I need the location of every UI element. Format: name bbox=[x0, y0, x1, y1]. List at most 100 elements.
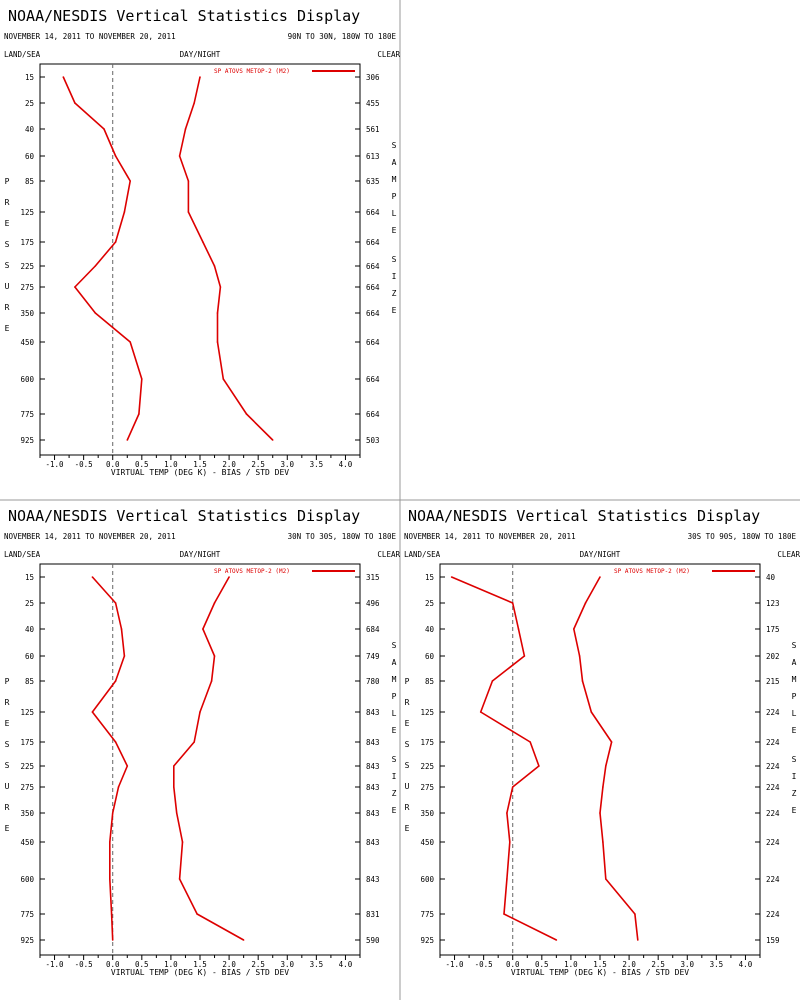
sample-size-label: 664 bbox=[366, 338, 380, 347]
legend-label: SP ATOVS METOP-2 (M2) bbox=[214, 568, 290, 575]
data-point-std-dev bbox=[578, 655, 581, 657]
sample-size-axis-letter: A bbox=[392, 158, 397, 167]
series-line-bias bbox=[451, 576, 557, 941]
x-tick-label: 2.5 bbox=[651, 960, 665, 969]
pressure-axis-letter: R bbox=[5, 803, 10, 812]
sample-size-label: 159 bbox=[766, 936, 780, 945]
x-tick-label: 4.0 bbox=[339, 960, 353, 969]
data-point-std-dev bbox=[222, 378, 225, 380]
data-point-std-dev bbox=[213, 602, 216, 604]
data-point-std-dev bbox=[193, 102, 195, 104]
sample-size-axis-letter: E bbox=[792, 806, 797, 815]
data-point-std-dev bbox=[199, 76, 201, 78]
pressure-tick-label: 225 bbox=[20, 262, 34, 271]
data-point-bias bbox=[491, 680, 494, 682]
pressure-axis-letter: S bbox=[5, 740, 10, 749]
sample-size-label: 664 bbox=[366, 283, 380, 292]
date-range: NOVEMBER 14, 2011 TO NOVEMBER 20, 2011 bbox=[4, 32, 176, 41]
data-point-bias bbox=[511, 786, 514, 788]
plot-frame bbox=[439, 563, 761, 956]
data-point-bias bbox=[109, 878, 111, 880]
data-point-std-dev bbox=[216, 341, 219, 343]
sample-size-axis-letter: S bbox=[392, 141, 397, 150]
data-point-std-dev bbox=[602, 841, 604, 843]
data-point-std-dev bbox=[605, 765, 607, 767]
x-axis-label: VIRTUAL TEMP (DEG K) - BIAS / STD DEV bbox=[111, 468, 289, 477]
sample-size-axis-letter: E bbox=[392, 226, 397, 235]
data-point-bias bbox=[538, 765, 540, 767]
pressure-tick-label: 125 bbox=[20, 708, 34, 717]
pressure-tick-label: 60 bbox=[25, 652, 35, 661]
data-point-std-dev bbox=[581, 680, 584, 682]
data-point-std-dev bbox=[175, 812, 178, 814]
data-point-bias bbox=[114, 155, 117, 157]
sample-size-axis-letter: S bbox=[392, 255, 397, 264]
x-tick-label: -1.0 bbox=[446, 960, 465, 969]
pressure-axis-letter: U bbox=[405, 782, 410, 791]
sample-size-axis-letter: S bbox=[792, 641, 797, 650]
sample-size-axis-letter: A bbox=[392, 658, 397, 667]
region-label: 90N TO 30N, 180W TO 180E bbox=[288, 32, 397, 41]
sample-size-label: 40 bbox=[766, 573, 776, 582]
data-point-bias bbox=[126, 765, 129, 767]
pressure-tick-label: 60 bbox=[25, 152, 35, 161]
pressure-tick-label: 175 bbox=[20, 738, 34, 747]
data-point-bias bbox=[74, 286, 76, 288]
data-point-bias bbox=[506, 812, 508, 814]
data-point-bias bbox=[114, 241, 117, 243]
data-point-bias bbox=[517, 628, 520, 630]
pressure-tick-label: 275 bbox=[420, 783, 434, 792]
pressure-tick-label: 350 bbox=[420, 809, 434, 818]
pressure-axis-letter: P bbox=[5, 177, 10, 186]
pressure-tick-label: 15 bbox=[25, 73, 34, 82]
sample-size-axis-letter: A bbox=[792, 658, 797, 667]
data-point-std-dev bbox=[590, 711, 593, 713]
sample-size-label: 503 bbox=[366, 436, 380, 445]
data-point-std-dev bbox=[573, 628, 575, 630]
plot-frame bbox=[39, 563, 361, 956]
x-tick-label: 2.0 bbox=[222, 460, 236, 469]
sample-size-axis-letter: M bbox=[392, 175, 397, 184]
pressure-tick-label: 85 bbox=[25, 177, 34, 186]
pressure-tick-label: 925 bbox=[420, 936, 434, 945]
pressure-axis-letter: E bbox=[405, 719, 410, 728]
sample-size-label: 664 bbox=[366, 262, 380, 271]
panel-3: NOAA/NESDIS Vertical Statistics Display N… bbox=[404, 507, 800, 977]
data-point-bias bbox=[126, 439, 129, 441]
sample-size-axis-letter: L bbox=[392, 709, 397, 718]
data-point-std-dev bbox=[178, 155, 181, 157]
data-point-bias bbox=[91, 576, 94, 578]
data-point-std-dev bbox=[599, 576, 601, 578]
data-point-bias bbox=[111, 812, 114, 814]
x-tick-label: -0.5 bbox=[475, 960, 493, 969]
sample-size-label: 635 bbox=[366, 177, 380, 186]
data-point-bias bbox=[555, 939, 558, 941]
x-tick-label: 2.0 bbox=[222, 960, 236, 969]
data-point-std-dev bbox=[637, 939, 639, 941]
sample-size-label: 590 bbox=[366, 936, 380, 945]
x-tick-label: 0.0 bbox=[506, 960, 520, 969]
data-point-bias bbox=[129, 180, 131, 182]
sample-size-label: 664 bbox=[366, 208, 380, 217]
data-point-bias bbox=[110, 913, 113, 915]
x-tick-label: -1.0 bbox=[46, 960, 65, 969]
data-point-bias bbox=[450, 576, 453, 578]
data-point-bias bbox=[94, 265, 97, 267]
data-point-bias bbox=[138, 413, 140, 415]
x-tick-label: 0.5 bbox=[135, 960, 149, 969]
sample-size-label: 123 bbox=[766, 599, 780, 608]
pressure-tick-label: 775 bbox=[20, 410, 34, 419]
pressure-tick-label: 450 bbox=[420, 838, 434, 847]
x-tick-label: 4.0 bbox=[339, 460, 353, 469]
pressure-tick-label: 125 bbox=[420, 708, 434, 717]
pressure-tick-label: 40 bbox=[25, 125, 35, 134]
sample-size-label: 224 bbox=[766, 762, 780, 771]
data-point-bias bbox=[129, 341, 131, 343]
x-tick-label: 1.5 bbox=[193, 460, 207, 469]
pressure-axis-letter: E bbox=[5, 324, 10, 333]
land-sea-label: LAND/SEA bbox=[4, 550, 41, 559]
pressure-tick-label: 85 bbox=[25, 677, 34, 686]
data-point-bias bbox=[91, 711, 94, 713]
sample-size-label: 224 bbox=[766, 783, 780, 792]
